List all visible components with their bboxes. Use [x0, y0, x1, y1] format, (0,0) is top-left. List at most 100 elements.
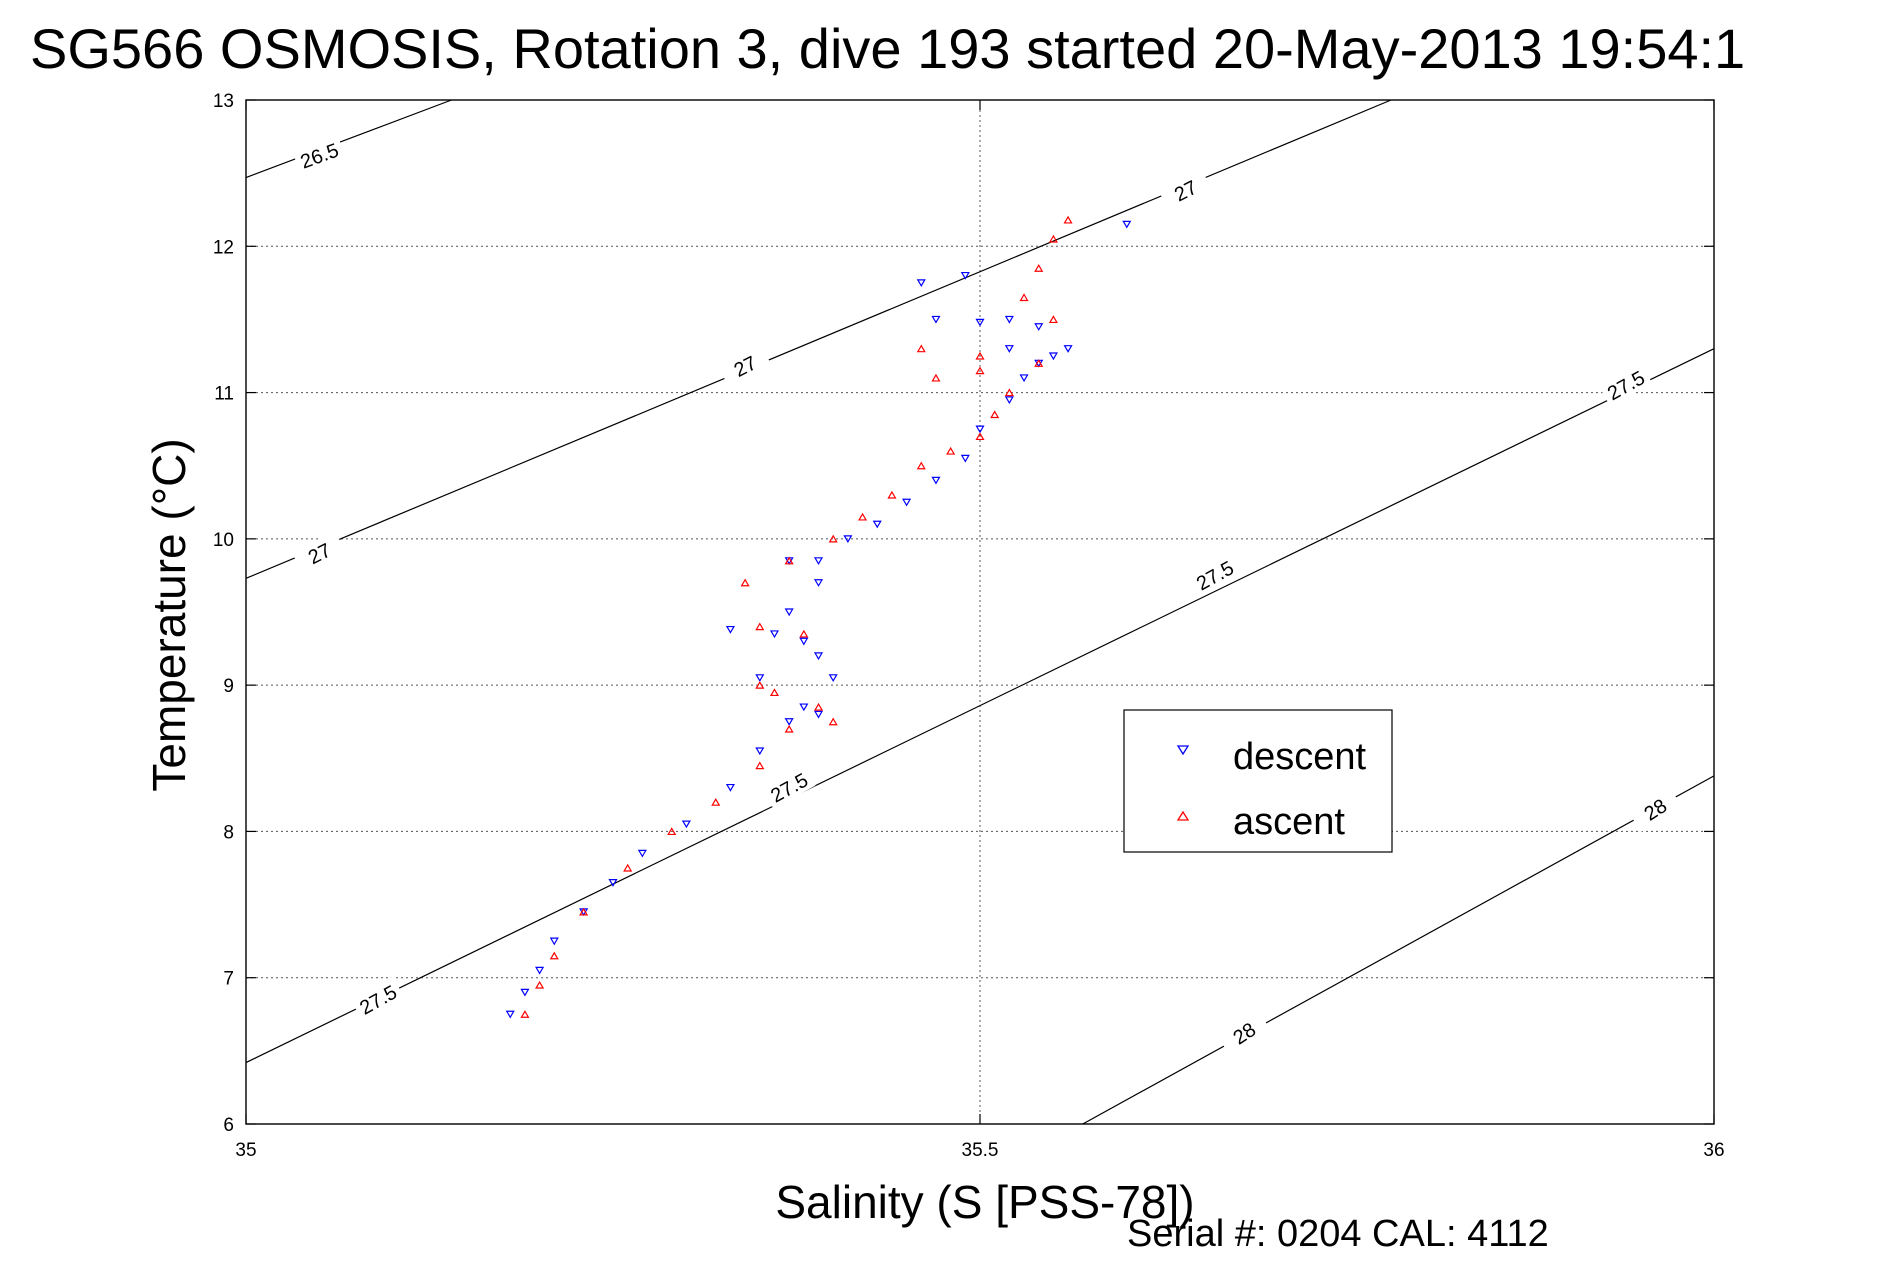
y-tick-label: 10 [213, 530, 234, 551]
descent-point [608, 879, 618, 887]
y-tick-label: 12 [213, 237, 234, 258]
x-tick-label: 36 [1703, 1140, 1724, 1161]
descent-point [681, 820, 691, 829]
descent-point [505, 1010, 515, 1019]
ascent-point [813, 702, 824, 711]
descent-point [755, 674, 765, 683]
contour-label-text: 26.5 [298, 140, 342, 174]
contour-label-background [1187, 552, 1242, 597]
descent-point [1004, 315, 1014, 324]
descent-point [725, 625, 735, 634]
contour-label: 27 [717, 343, 772, 387]
descent-point [960, 454, 970, 463]
ascent-point [975, 432, 985, 441]
contour-label-background [1628, 785, 1682, 832]
data-series [505, 215, 1132, 1019]
ascent-point [755, 761, 765, 770]
contour-line-28 [1082, 775, 1715, 1125]
ascent-point [916, 344, 926, 353]
descent-point [931, 315, 941, 324]
contour-label-background [350, 976, 405, 1021]
descent-point [813, 710, 824, 719]
y-axis-label: Temperature (°C) [143, 438, 195, 791]
ascent-point [916, 461, 926, 470]
ascent-point [784, 556, 794, 565]
ascent-point [975, 351, 985, 360]
y-tick-label: 8 [223, 822, 234, 843]
descent-point [799, 637, 809, 646]
serial-cal-text: Serial #: 0204 CAL: 4112 [1127, 1213, 1549, 1255]
ascent-point [755, 622, 765, 631]
ascent-point [1048, 315, 1058, 324]
y-tick-label: 13 [213, 91, 234, 112]
descent-point [916, 279, 926, 288]
descent-point [843, 535, 853, 544]
descent-point [799, 703, 809, 712]
legend-descent-label: descent [1233, 736, 1367, 778]
contour-label: 26.5 [292, 135, 346, 175]
ascent-point [799, 629, 809, 638]
ascent-point [755, 680, 765, 689]
ascent-point [828, 717, 838, 726]
descent-point [975, 318, 985, 327]
ascent-point [667, 827, 677, 836]
descent-point [1004, 396, 1014, 405]
contour-line-27-5 [245, 348, 1715, 1064]
contour-label: 28 [1217, 1009, 1271, 1056]
ascent-point [931, 373, 941, 382]
descent-point [1048, 352, 1058, 361]
series-ascent [520, 215, 1073, 1018]
descent-point [813, 557, 824, 565]
ascent-point [858, 512, 868, 521]
descent-point [784, 718, 794, 726]
axis-ticks: 35 35.5 36 6 7 8 9 10 11 12 13 [213, 91, 1725, 1161]
contour-line-27 [245, 99, 1392, 579]
y-tick-label: 11 [214, 384, 234, 405]
contour-label: 27 [1158, 168, 1212, 212]
ascent-point [623, 863, 633, 872]
ascent-point [1019, 293, 1029, 302]
ascent-point [1048, 234, 1058, 243]
descent-point [520, 988, 530, 997]
legend-ascent-marker [1176, 810, 1190, 821]
contour-label-background [717, 343, 772, 387]
ascent-point [1034, 264, 1044, 272]
descent-point [725, 783, 735, 792]
ascent-point [946, 446, 956, 455]
ascent-point [1063, 215, 1073, 224]
descent-point [1004, 345, 1014, 353]
contour-line-26-5 [245, 99, 452, 179]
descent-point [813, 579, 824, 587]
descent-point [1122, 220, 1132, 229]
ascent-point [887, 490, 897, 499]
descent-point [535, 966, 545, 975]
series-descent [505, 220, 1132, 1019]
ascent-point [579, 907, 589, 916]
chart-title: SG566 OSMOSIS, Rotation 3, dive 193 star… [30, 17, 1745, 80]
legend: descent ascent [1123, 709, 1393, 853]
ascent-point [1034, 359, 1044, 367]
contour-label: 27 [292, 531, 346, 575]
contour-label-background [292, 135, 346, 175]
contour-label-background [1598, 362, 1653, 407]
y-tick-label: 7 [223, 969, 234, 990]
y-tick-label: 9 [223, 676, 234, 697]
ascent-point [769, 688, 780, 697]
descent-point [1019, 374, 1029, 383]
contour-label: 28 [1628, 785, 1682, 832]
x-tick-label: 35.5 [962, 1140, 999, 1161]
ascent-point [990, 410, 1000, 419]
descent-point [769, 630, 780, 639]
legend-box [1123, 709, 1393, 853]
grid-lines [246, 100, 1714, 1124]
ascent-point [740, 578, 750, 587]
descent-point [784, 608, 794, 617]
contour-label-background [292, 531, 346, 575]
descent-point [549, 937, 559, 946]
descent-point [960, 271, 970, 280]
descent-point [1034, 323, 1044, 331]
contour-label-background [1217, 1009, 1271, 1056]
ascent-point [520, 1010, 530, 1018]
ascent-point [784, 724, 794, 733]
